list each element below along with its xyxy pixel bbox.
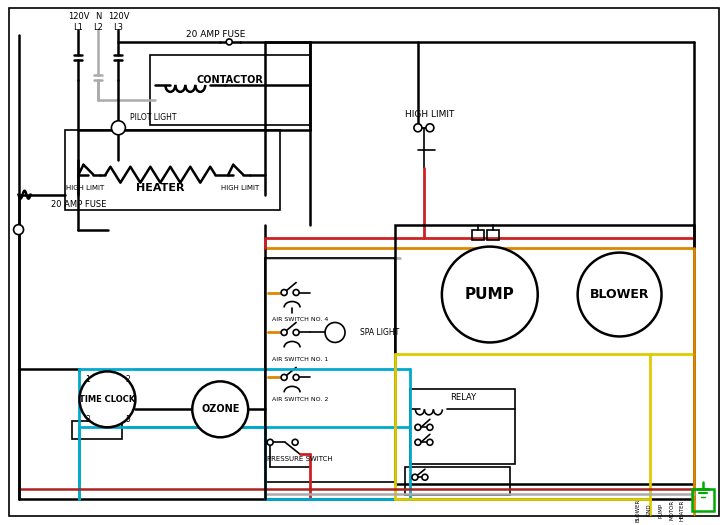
Circle shape	[293, 330, 299, 335]
Text: N: N	[95, 13, 102, 22]
Text: 3: 3	[85, 415, 90, 424]
Bar	[265, 258, 395, 482]
Text: PUMP: PUMP	[658, 502, 663, 518]
Circle shape	[267, 439, 273, 445]
Text: CONTACTOR: CONTACTOR	[197, 75, 264, 85]
Circle shape	[111, 121, 125, 135]
Circle shape	[281, 330, 287, 335]
Text: HIGH LIMIT: HIGH LIMIT	[405, 110, 454, 119]
Circle shape	[412, 474, 418, 480]
Text: HEATER: HEATER	[680, 500, 685, 521]
Text: L1: L1	[74, 24, 84, 33]
Circle shape	[14, 225, 23, 235]
Circle shape	[293, 374, 299, 381]
Text: RELAY: RELAY	[450, 393, 476, 402]
Bar	[692, 489, 714, 511]
Circle shape	[415, 424, 421, 430]
Bar	[472, 229, 484, 239]
Bar	[151, 55, 310, 125]
Circle shape	[79, 371, 135, 427]
Text: L3: L3	[114, 24, 123, 33]
Circle shape	[442, 247, 538, 342]
Text: 2: 2	[125, 375, 130, 384]
Text: GND: GND	[647, 504, 652, 517]
Text: MOTOR: MOTOR	[669, 500, 674, 520]
Text: 120V: 120V	[108, 13, 129, 22]
Text: AIR SWITCH NO. 1: AIR SWITCH NO. 1	[272, 357, 328, 362]
Circle shape	[415, 439, 421, 445]
Text: OZONE: OZONE	[201, 404, 240, 414]
Circle shape	[325, 322, 345, 342]
Text: L2: L2	[93, 24, 103, 33]
Bar	[395, 225, 695, 484]
Text: 1: 1	[85, 375, 90, 384]
Bar	[487, 229, 499, 239]
Text: 120V: 120V	[68, 13, 90, 22]
Circle shape	[226, 39, 232, 45]
Circle shape	[414, 124, 422, 132]
Text: 20 AMP FUSE: 20 AMP FUSE	[186, 30, 245, 39]
Text: TIME CLOCK: TIME CLOCK	[79, 395, 135, 404]
Circle shape	[427, 439, 433, 445]
Bar	[405, 467, 510, 495]
Circle shape	[192, 381, 248, 437]
Text: HIGH LIMIT: HIGH LIMIT	[66, 185, 105, 191]
Circle shape	[427, 424, 433, 430]
Bar	[410, 390, 515, 464]
Text: SPA LIGHT: SPA LIGHT	[360, 328, 399, 337]
Text: BLOWER: BLOWER	[590, 288, 649, 301]
Circle shape	[293, 289, 299, 296]
Circle shape	[577, 253, 662, 337]
Text: AIR SWITCH NO. 2: AIR SWITCH NO. 2	[272, 397, 328, 402]
Text: PRESSURE SWITCH: PRESSURE SWITCH	[267, 456, 333, 462]
Text: BLOWER: BLOWER	[635, 499, 640, 522]
Text: HIGH LIMIT: HIGH LIMIT	[221, 185, 259, 191]
Text: PUMP: PUMP	[465, 287, 515, 302]
Circle shape	[281, 374, 287, 381]
Text: AIR SWITCH NO. 4: AIR SWITCH NO. 4	[272, 317, 328, 322]
Text: 20 AMP FUSE: 20 AMP FUSE	[50, 200, 106, 209]
Bar	[73, 422, 122, 439]
Circle shape	[426, 124, 434, 132]
Text: HEATER: HEATER	[136, 183, 185, 193]
Text: PILOT LIGHT: PILOT LIGHT	[130, 113, 177, 122]
Circle shape	[422, 474, 428, 480]
Circle shape	[281, 289, 287, 296]
Bar	[66, 130, 280, 209]
Text: 5: 5	[125, 415, 130, 424]
Circle shape	[292, 439, 298, 445]
